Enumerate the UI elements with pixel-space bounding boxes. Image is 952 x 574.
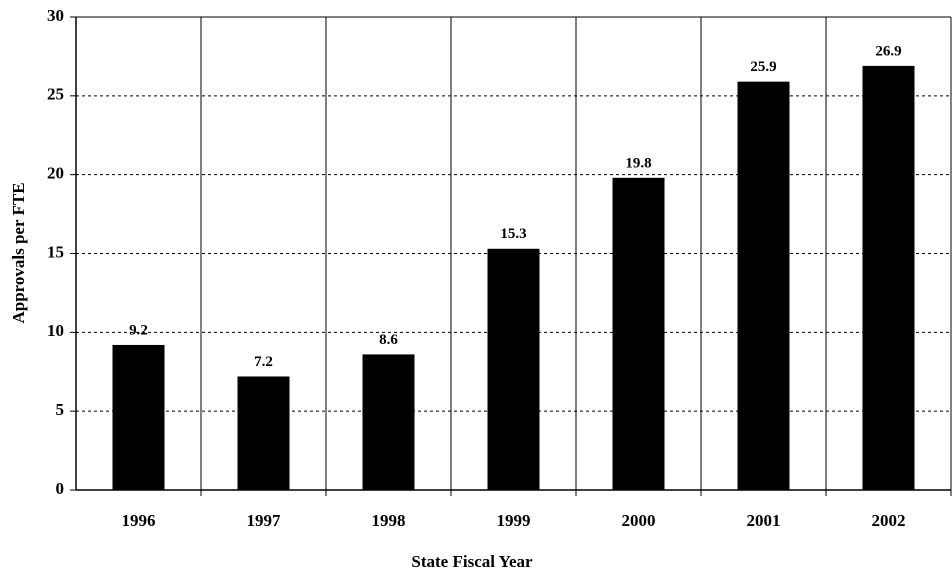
x-tick-label: 1999 — [497, 511, 531, 530]
x-tick-label: 1997 — [247, 511, 282, 530]
y-tick-label: 20 — [47, 164, 64, 183]
data-label: 8.6 — [379, 332, 398, 348]
y-tick-label: 15 — [47, 242, 64, 261]
bar — [612, 177, 665, 490]
bar — [737, 81, 790, 490]
bar — [862, 65, 915, 491]
x-tick-label: 1996 — [122, 511, 156, 530]
bar — [487, 248, 540, 490]
data-label: 15.3 — [500, 226, 526, 242]
y-tick-label: 25 — [47, 85, 64, 104]
bar — [362, 354, 415, 490]
y-axis-label: Approvals per FTE — [9, 182, 28, 323]
x-tick-label: 2000 — [622, 511, 656, 530]
x-tick-label: 2002 — [872, 511, 906, 530]
y-tick-label: 0 — [56, 479, 65, 498]
x-tick-label: 1998 — [372, 511, 406, 530]
x-axis-label: State Fiscal Year — [411, 552, 533, 571]
bar — [237, 376, 290, 490]
data-label: 7.2 — [254, 354, 273, 370]
data-label: 26.9 — [875, 43, 901, 59]
data-label: 25.9 — [750, 59, 776, 75]
x-tick-label: 2001 — [747, 511, 781, 530]
y-tick-label: 30 — [47, 6, 64, 25]
data-label: 9.2 — [129, 322, 148, 338]
data-label: 19.8 — [625, 155, 651, 171]
y-tick-label: 5 — [56, 400, 65, 419]
y-tick-label: 10 — [47, 321, 64, 340]
bar — [112, 344, 165, 490]
